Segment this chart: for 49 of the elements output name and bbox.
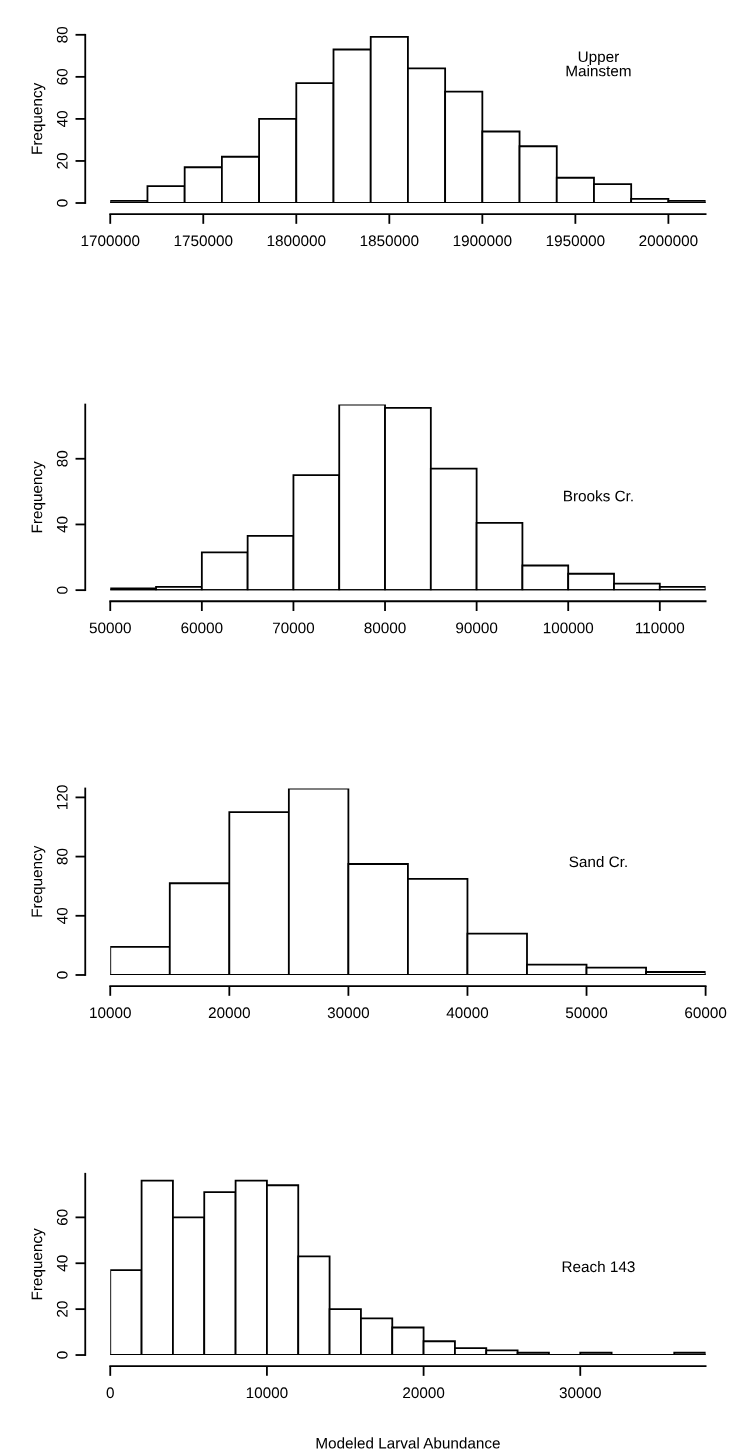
y-tick-label: 0 [56, 1351, 68, 1359]
y-tick-label: 80 [56, 450, 68, 467]
y-tick-label: 40 [56, 111, 68, 128]
x-tick-label: 1700000 [81, 235, 140, 247]
x-tick-label: 60000 [181, 622, 223, 634]
x-tick-label: 30000 [559, 1387, 601, 1399]
y-tick-label: 0 [56, 199, 68, 207]
y-tick-label: 80 [56, 26, 68, 43]
y-tick-label: 120 [56, 785, 68, 809]
x-tick-label: 1800000 [267, 235, 326, 247]
y-tick-label: 0 [56, 971, 68, 979]
y-tick-label: 40 [56, 1255, 68, 1272]
y-tick-label: 60 [56, 1209, 68, 1226]
x-tick-label: 40000 [446, 1007, 489, 1019]
annotation: Upper Mainstem [566, 51, 631, 77]
x-tick-label: 1750000 [174, 235, 233, 247]
x-tick-label: 50000 [89, 622, 131, 634]
y-axis-title: Frequency [31, 845, 46, 917]
x-tick-label: 20000 [208, 1007, 250, 1019]
annotation: Reach 143 [562, 1260, 635, 1273]
x-tick-label: 10000 [246, 1387, 288, 1399]
x-tick-label: 110000 [636, 622, 685, 634]
y-axis-title: Frequency [31, 461, 46, 533]
y-tick-label: 20 [56, 153, 68, 169]
y-axis-title: Frequency [31, 82, 46, 154]
x-tick-label: 70000 [272, 622, 315, 634]
y-tick-label: 80 [56, 848, 68, 865]
x-tick-label: 50000 [565, 1007, 608, 1019]
x-tick-label: 1850000 [360, 235, 419, 247]
x-tick-label: 30000 [327, 1007, 370, 1019]
x-tick-label: 20000 [403, 1387, 445, 1399]
y-tick-label: 40 [56, 907, 68, 924]
x-tick-label: 90000 [456, 622, 498, 634]
x-axis-title: Modeled Larval Abundance [316, 1437, 500, 1449]
x-tick-label: 100000 [543, 622, 594, 634]
x-tick-label: 1950000 [546, 235, 605, 247]
y-tick-label: 40 [56, 516, 68, 533]
x-tick-label: 60000 [685, 1007, 727, 1019]
y-tick-label: 20 [56, 1301, 68, 1317]
y-axis-title: Frequency [31, 1228, 46, 1300]
x-tick-label: 1900000 [453, 235, 512, 247]
x-tick-label: 2000000 [639, 235, 698, 247]
y-tick-label: 60 [56, 68, 68, 85]
annotation: Sand Cr. [569, 855, 627, 868]
x-tick-label: 80000 [364, 622, 406, 634]
x-tick-label: 10000 [90, 1007, 131, 1019]
y-tick-label: 0 [56, 586, 68, 594]
annotation: Brooks Cr. [564, 490, 633, 502]
x-tick-label: 0 [106, 1387, 114, 1399]
